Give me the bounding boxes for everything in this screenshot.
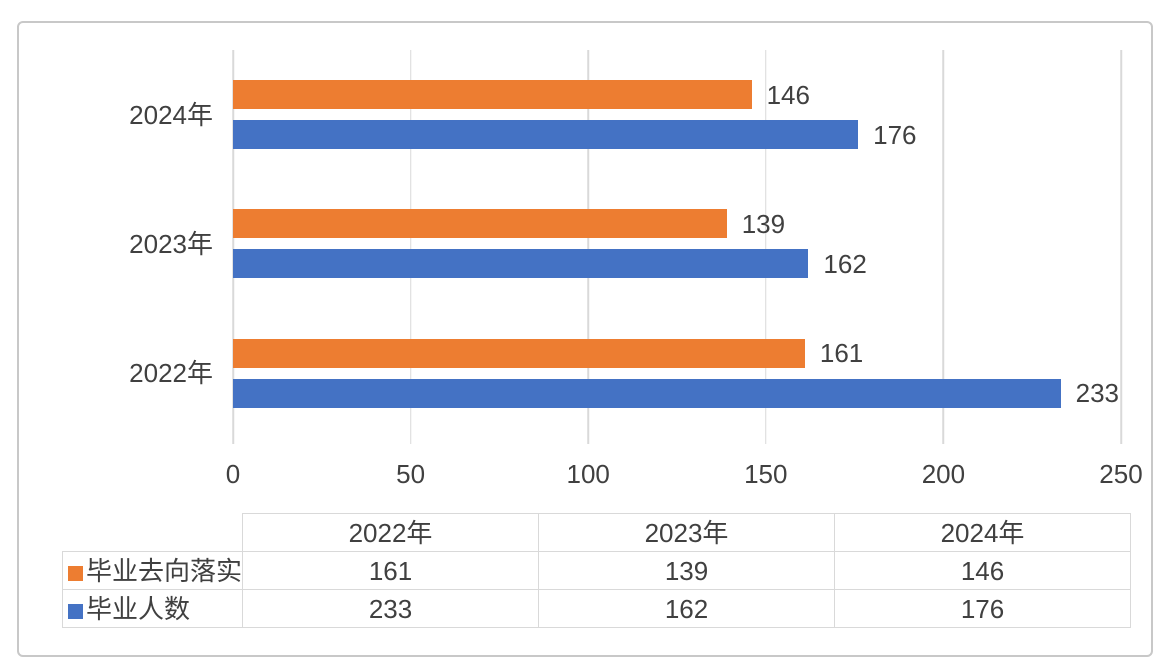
table-value-cell: 162 bbox=[538, 589, 836, 628]
table-row: 毕业人数 233 162 176 bbox=[61, 589, 1132, 628]
x-axis: 0 50 100 150 200 250 bbox=[226, 459, 1143, 491]
legend-key-icon bbox=[68, 603, 83, 619]
data-table: 2022年 2023年 2024年 毕业去向落实 161 139 146 毕业人数 233 162… bbox=[61, 513, 1132, 628]
x-axis-tick-label: 100 bbox=[566, 459, 610, 489]
bar-series-1[interactable] bbox=[233, 209, 727, 239]
table-header-cell: 2023年 bbox=[538, 513, 836, 552]
bar-rows: 2024年 146 176 2023年 139 162 2022年 161 233 bbox=[129, 50, 1121, 438]
bar-line: 161 bbox=[233, 338, 1121, 369]
table-value-cell: 161 bbox=[242, 551, 540, 590]
table-header-cell: 2022年 bbox=[242, 513, 540, 552]
category-row: 2024年 146 176 bbox=[129, 50, 1121, 179]
category-axis-label: 2022年 bbox=[129, 358, 213, 389]
table-row-label: 毕业人数 bbox=[61, 589, 244, 628]
gridline bbox=[765, 50, 767, 444]
table-value-cell: 233 bbox=[242, 589, 540, 628]
table-header-row: 2022年 2023年 2024年 bbox=[63, 513, 1132, 552]
bar-value-label: 146 bbox=[766, 79, 810, 110]
bar-value-label: 233 bbox=[1075, 378, 1119, 409]
x-axis-tick-label: 250 bbox=[1099, 459, 1143, 489]
bar-series-2[interactable] bbox=[233, 249, 809, 279]
category-row: 2023年 139 162 bbox=[129, 179, 1121, 308]
gridline bbox=[942, 50, 945, 444]
bar-value-label: 139 bbox=[741, 208, 786, 239]
bar-line: 233 bbox=[233, 378, 1121, 409]
gridline bbox=[1120, 50, 1122, 444]
bar-line: 176 bbox=[233, 119, 1121, 150]
table-header-cell: 2024年 bbox=[834, 513, 1132, 552]
legend-key-icon bbox=[68, 565, 83, 581]
table-row-label: 毕业去向落实 bbox=[61, 551, 244, 590]
plot-area: 2024年 146 176 2023年 139 162 2022年 161 233 bbox=[129, 50, 1122, 444]
chart-frame: 2024年 146 176 2023年 139 162 2022年 161 233 0 50 100… bbox=[17, 21, 1153, 657]
category-axis-label: 2023年 bbox=[129, 228, 213, 259]
series-name-label: 毕业人数 bbox=[86, 593, 191, 624]
bar-series-2[interactable] bbox=[233, 378, 1061, 408]
table-corner-cell bbox=[63, 514, 243, 552]
category-axis-label: 2024年 bbox=[129, 99, 213, 130]
bar-line: 162 bbox=[233, 248, 1121, 279]
x-axis-tick-label: 150 bbox=[744, 459, 788, 489]
bar-series-1[interactable] bbox=[233, 80, 752, 110]
bar-value-label: 176 bbox=[873, 119, 917, 150]
table-value-cell: 139 bbox=[538, 551, 836, 590]
bar-line: 146 bbox=[233, 79, 1121, 110]
gridline bbox=[587, 50, 589, 444]
x-axis-tick-label: 0 bbox=[225, 459, 241, 489]
x-axis-tick-label: 50 bbox=[396, 459, 426, 489]
bar-line: 139 bbox=[233, 208, 1121, 239]
table-value-cell: 146 bbox=[834, 551, 1132, 590]
bar-series-1[interactable] bbox=[233, 338, 805, 368]
table-row: 毕业去向落实 161 139 146 bbox=[61, 551, 1132, 590]
bar-series-2[interactable] bbox=[233, 120, 859, 150]
category-row: 2022年 161 233 bbox=[129, 309, 1121, 438]
table-value-cell: 176 bbox=[834, 589, 1132, 628]
series-name-label: 毕业去向落实 bbox=[86, 555, 243, 586]
bar-value-label: 162 bbox=[823, 248, 867, 279]
gridline bbox=[409, 50, 412, 444]
gridlines bbox=[232, 50, 1122, 444]
bar-value-label: 161 bbox=[819, 338, 864, 369]
x-axis-tick-label: 200 bbox=[921, 459, 966, 489]
gridline bbox=[232, 50, 234, 444]
